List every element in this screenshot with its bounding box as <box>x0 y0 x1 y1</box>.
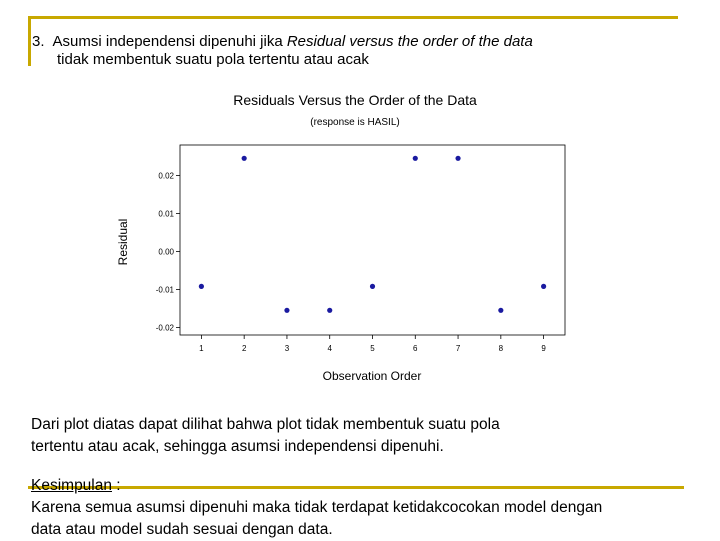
x-tick-label: 1 <box>199 344 204 353</box>
data-point <box>327 307 333 313</box>
data-point <box>541 283 547 289</box>
x-tick-label: 6 <box>413 344 418 353</box>
heading-italic-text: Residual versus the order of the data <box>286 33 533 50</box>
data-point <box>284 307 290 313</box>
left-border-line <box>28 16 31 66</box>
residual-chart: Residuals Versus the Order of the Data (… <box>116 92 566 383</box>
heading-line-2: tidak membentuk suatu pola tertentu atau… <box>57 51 369 68</box>
y-tick-label: 0.00 <box>158 247 174 256</box>
slide-heading: 3. Asumsi independensi dipenuhi jika Resi… <box>32 33 533 69</box>
data-point <box>369 283 376 289</box>
x-axis-label: Observation Order <box>323 369 422 383</box>
data-point <box>455 155 461 161</box>
chart-subtitle: (response is HASIL) <box>310 117 399 128</box>
x-tick-label: 3 <box>285 344 290 353</box>
y-tick-label: -0.02 <box>156 323 175 332</box>
explanation-line-2: tertentu atau acak, sehingga asumsi inde… <box>31 438 444 455</box>
data-point <box>198 283 204 289</box>
explanation-line-1: Dari plot diatas dapat dilihat bahwa plo… <box>31 416 500 433</box>
x-tick-label: 8 <box>499 344 504 353</box>
conclusion-colon: : <box>112 477 121 494</box>
plot-frame <box>179 144 566 336</box>
x-tick-label: 2 <box>242 344 247 353</box>
data-point <box>412 155 418 161</box>
y-tick-label: -0.01 <box>156 285 175 294</box>
data-point <box>498 307 504 313</box>
conclusion-block: Kesimpulan : Karena semua asumsi dipenuh… <box>31 475 691 541</box>
heading-text: Asumsi independensi dipenuhi jika <box>52 33 287 50</box>
y-tick-label: 0.02 <box>158 171 174 180</box>
explanation-paragraph: Dari plot diatas dapat dilihat bahwa plo… <box>31 414 671 458</box>
bottom-border-line <box>28 486 684 489</box>
chart-title: Residuals Versus the Order of the Data <box>233 92 477 108</box>
y-axis-label: Residual <box>116 219 130 266</box>
plot-area: 0.02 0.01 0.00 -0.01 -0.02 1 2 3 4 5 6 7 8 9 <box>156 144 566 353</box>
conclusion-line-2: data atau model sudah sesuai dengan data… <box>31 521 333 538</box>
y-tick-label: 0.01 <box>158 209 174 218</box>
heading-number: 3. <box>32 33 45 50</box>
conclusion-line-1: Karena semua asumsi dipenuhi maka tidak … <box>31 499 603 516</box>
data-point <box>241 155 247 161</box>
x-tick-label: 9 <box>541 344 546 353</box>
top-border-line <box>28 16 678 19</box>
x-tick-label: 5 <box>370 344 375 353</box>
x-tick-label: 7 <box>456 344 461 353</box>
x-tick-label: 4 <box>327 344 332 353</box>
conclusion-title: Kesimpulan <box>31 477 112 494</box>
conclusion-heading: Kesimpulan : <box>31 475 691 497</box>
